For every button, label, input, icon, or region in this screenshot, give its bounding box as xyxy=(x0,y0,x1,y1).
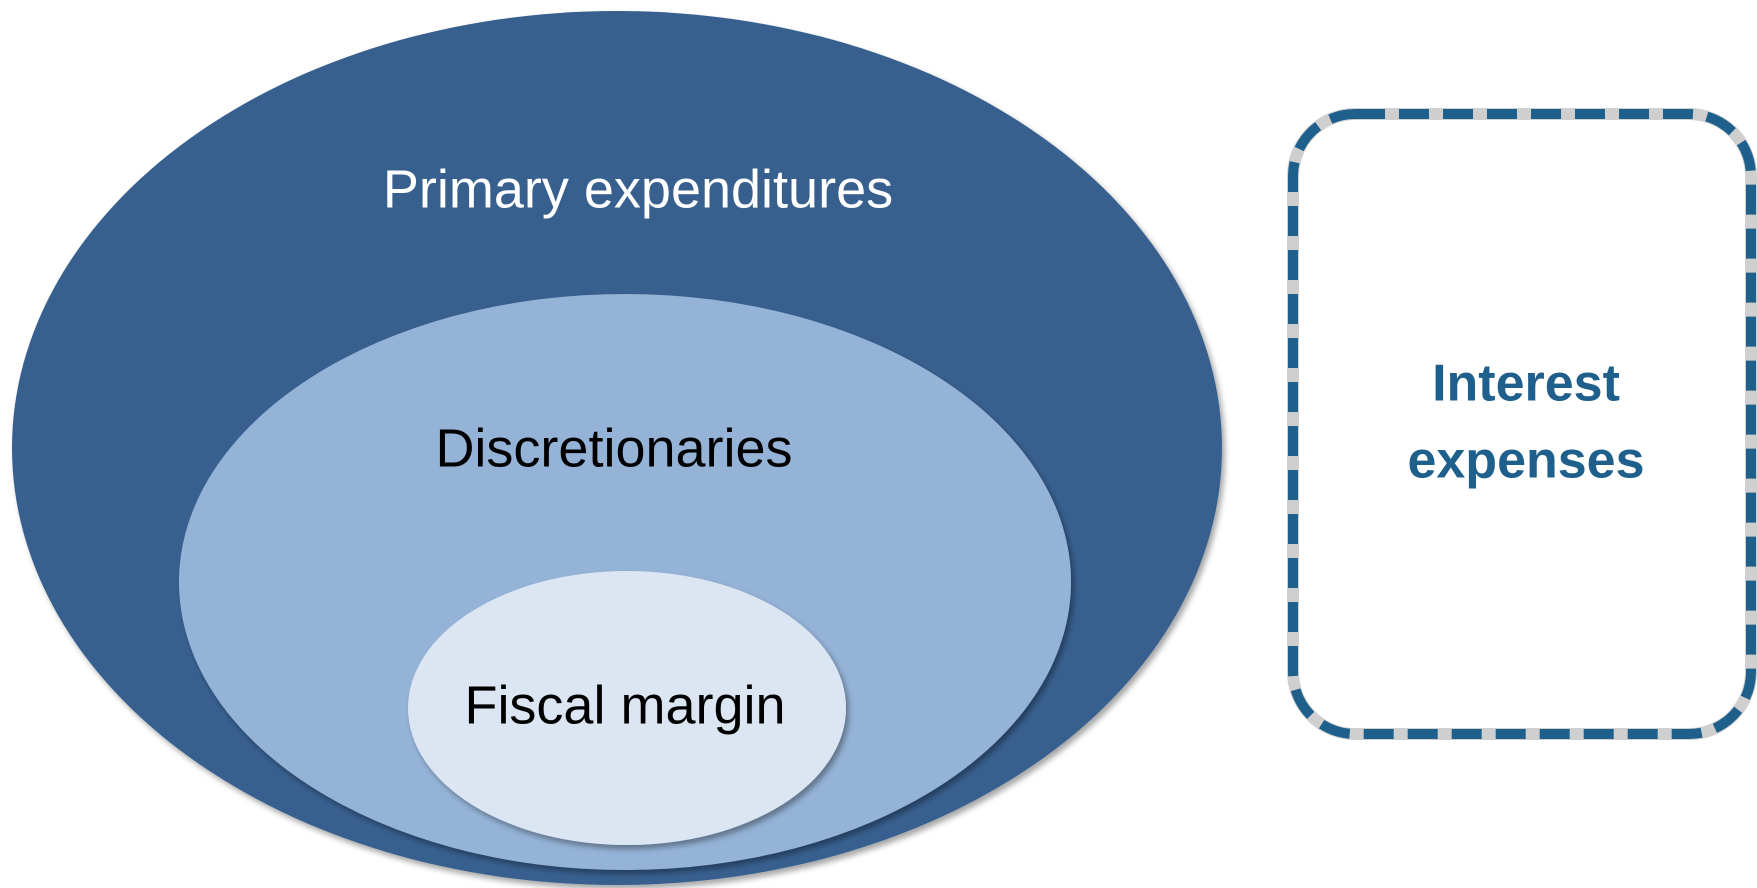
box-label-line: expenses xyxy=(1407,432,1644,490)
box-label-line: Interest xyxy=(1432,355,1620,413)
middle-label: Discretionaries xyxy=(435,418,792,478)
outer-label: Primary expenditures xyxy=(383,159,893,219)
inner-ellipse xyxy=(408,571,846,845)
inner-label: Fiscal margin xyxy=(464,675,785,735)
dashed-box xyxy=(1288,109,1756,739)
box-outline xyxy=(1287,108,1757,740)
